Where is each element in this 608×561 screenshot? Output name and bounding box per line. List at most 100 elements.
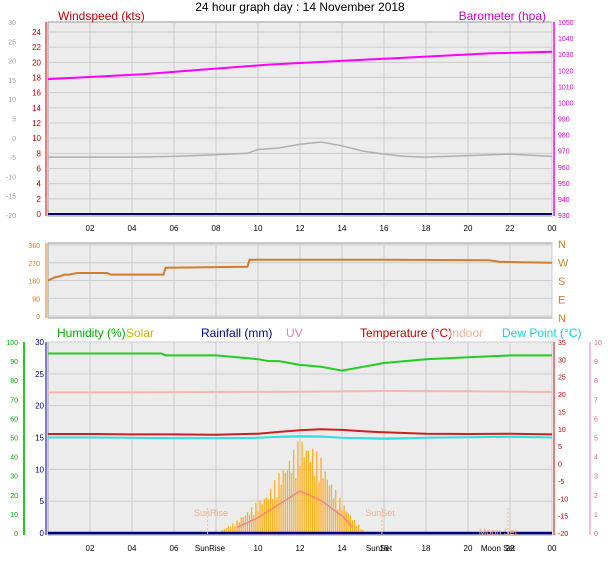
sun-moon-markers: SunRise SunRise SunSet SunSet Moon Set Moon S…	[194, 508, 518, 553]
windspeed-tick-label: 12	[32, 119, 41, 128]
humidity-tick-label: 20	[10, 493, 18, 500]
humidity-tick-label: 50	[10, 436, 18, 443]
compass-tick-label: S	[558, 276, 565, 288]
rainfall-tick-label: 5	[40, 497, 45, 506]
time-tick-label: 12	[296, 224, 305, 233]
uv-tick-label: 1	[594, 512, 598, 519]
barometer-tick-label: 1020	[558, 68, 574, 75]
rainfall-tick-label: 25	[35, 370, 44, 379]
legend-humidity: Humidity (%)	[57, 326, 126, 340]
time-tick-label: 18	[422, 544, 431, 553]
time-tick-label: 18	[422, 224, 431, 233]
panel-1-outer-axis: 30 25 20 15 10 5 0 -5 -10 -15 -20	[6, 20, 16, 220]
direction-tick-label: 90	[32, 296, 40, 303]
uv-tick-label: 4	[594, 455, 598, 462]
legend-temperature: Temperature (°C)	[360, 326, 452, 340]
barometer-line	[47, 50, 553, 81]
temperature-tick-label: 0	[558, 462, 562, 469]
uv-tick-label: 8	[594, 378, 598, 385]
humidity-line	[48, 352, 552, 372]
wind-direction-line	[47, 258, 553, 282]
dew-line	[48, 435, 553, 440]
graph-title: 24 hour graph day : 14 November 2018	[195, 0, 405, 14]
uv-line	[236, 490, 354, 528]
temperature-tick-label: 25	[558, 375, 566, 382]
barometer-tick-label: 960	[558, 165, 570, 172]
outer-tick-label: 10	[8, 97, 16, 104]
windspeed-axis-label: Windspeed (kts)	[58, 9, 145, 23]
barometer-tick-label: 950	[558, 181, 570, 188]
rainfall-tick-label: 20	[35, 402, 44, 411]
outer-tick-label: 15	[8, 78, 16, 85]
indoor-line	[48, 389, 553, 394]
time-tick-label: 20	[464, 544, 473, 553]
outer-tick-label: -5	[10, 155, 16, 162]
temperature-axis: 35 30 25 20 15 10 5 0 -5 -10 -15 -20	[553, 340, 568, 538]
humidity-tick-label: 10	[10, 512, 18, 519]
compass-tick-label: N	[558, 313, 566, 325]
barometer-tick-label: 980	[558, 133, 570, 140]
legend-uv: UV	[286, 326, 303, 340]
barometer-tick-label: 1040	[558, 36, 574, 43]
humidity-tick-label: 70	[10, 397, 18, 404]
windspeed-tick-label: 0	[37, 210, 42, 219]
humidity-tick-label: 30	[10, 474, 18, 481]
windspeed-tick-label: 8	[37, 149, 42, 158]
time-tick-label: 08	[212, 224, 221, 233]
time-tick-label: 14	[338, 544, 347, 553]
direction-tick-label: 180	[28, 279, 40, 286]
panel-1-time-axis: 02 04 06 08 10 12 14 16 18 20 22 00	[86, 224, 557, 233]
panel-1-gridlines	[48, 22, 553, 216]
panel-3-time-axis: 02 04 06 10 12 14 16 18 20 22 00	[86, 544, 557, 553]
barometer-tick-label: 1030	[558, 52, 574, 59]
barometer-tick-label: 930	[558, 213, 570, 220]
temperature-tick-label: 15	[558, 409, 566, 416]
time-tick-label: 22	[506, 224, 515, 233]
rainfall-tick-label: 15	[35, 434, 44, 443]
time-tick-label: 12	[296, 544, 305, 553]
outer-tick-label: 5	[12, 117, 16, 124]
time-tick-label: 10	[254, 224, 263, 233]
barometer-tick-label: 970	[558, 149, 570, 156]
moonset-axis-label: Moon Set	[481, 544, 516, 553]
uv-tick-label: 6	[594, 416, 598, 423]
barometer-tick-label: 1000	[558, 100, 574, 107]
temperature-tick-label: 10	[558, 427, 566, 434]
time-tick-label: 04	[128, 224, 137, 233]
rainfall-tick-label: 0	[40, 529, 45, 538]
temperature-tick-label: 30	[558, 357, 566, 364]
sunset-axis-label: SunSet	[366, 544, 393, 553]
temperature-tick-label: 5	[558, 444, 562, 451]
humidity-tick-label: 80	[10, 378, 18, 385]
temperature-tick-label: -15	[558, 514, 568, 521]
windspeed-tick-label: 10	[32, 134, 41, 143]
windspeed-tick-label: 4	[37, 180, 42, 189]
temperature-tick-label: -10	[558, 496, 568, 503]
legend-dewpoint: Dew Point (°C)	[502, 326, 581, 340]
humidity-tick-label: 100	[6, 340, 18, 347]
humidity-tick-label: 0	[14, 531, 18, 538]
sunrise-axis-label: SunRise	[195, 544, 226, 553]
windspeed-tick-label: 24	[32, 28, 41, 37]
barometer-tick-label: 990	[558, 117, 570, 124]
windspeed-tick-label: 22	[32, 43, 41, 52]
rainfall-tick-label: 10	[35, 465, 44, 474]
humidity-tick-label: 60	[10, 416, 18, 423]
direction-tick-label: 0	[36, 314, 40, 321]
compass-tick-label: N	[558, 239, 566, 251]
temperature-tick-label: -20	[558, 531, 568, 538]
uv-tick-label: 0	[594, 531, 598, 538]
solar-area	[221, 441, 364, 533]
outer-tick-label: 25	[8, 39, 16, 46]
outer-tick-label: 30	[8, 20, 16, 27]
time-tick-label: 04	[128, 544, 137, 553]
temperature-tick-label: 35	[558, 340, 566, 347]
panel-3-series	[48, 352, 553, 535]
outer-tick-label: 20	[8, 59, 16, 66]
barometer-tick-label: 1010	[558, 84, 574, 91]
